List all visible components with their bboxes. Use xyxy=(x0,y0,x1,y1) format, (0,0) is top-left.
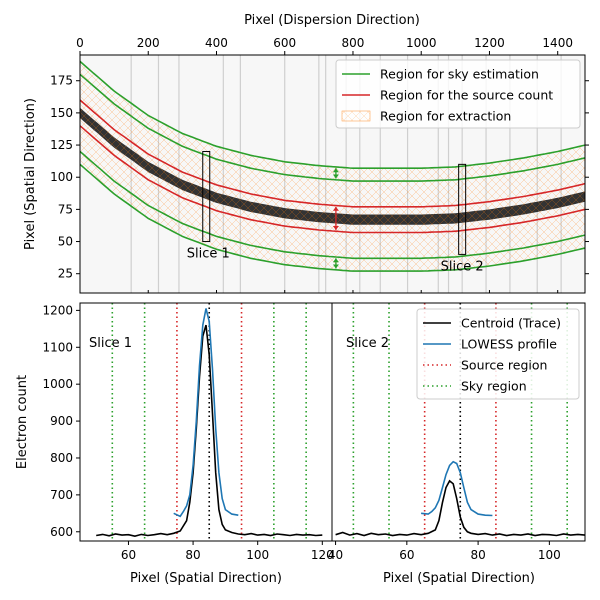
y-tick-label: 75 xyxy=(58,202,73,216)
slice-label-1: Slice 1 xyxy=(187,247,230,262)
source-region-curve xyxy=(80,99,585,208)
x-tick-label: 400 xyxy=(205,36,228,50)
top-plot-frame xyxy=(79,54,586,294)
source-arrow xyxy=(332,206,339,230)
slice1-annotation: Slice 1 xyxy=(89,336,132,351)
bl-y-ticks: 600 700 800 900 1000 1100 1200 xyxy=(42,303,80,539)
top-x-ticks: 0 200 400 600 800 1000 1200 1400 xyxy=(76,36,573,293)
x-tick-label: 100 xyxy=(538,548,561,562)
bl-plot-area xyxy=(80,303,332,541)
sky-region-curve xyxy=(80,73,585,182)
sky-lower-arrow xyxy=(332,258,339,269)
y-tick-label: 125 xyxy=(50,138,73,152)
y-tick-label: 700 xyxy=(50,488,73,502)
sky-upper-arrow xyxy=(332,168,339,179)
slice-box-1 xyxy=(202,150,211,243)
top-x-axis-label: Pixel (Dispersion Direction) xyxy=(244,13,420,28)
arrow-head xyxy=(332,258,339,263)
y-tick-label: 100 xyxy=(50,170,73,184)
br-x-axis-label: Pixel (Spatial Direction) xyxy=(383,571,535,586)
slice2-profile-panel: 40 60 80 100 Slice 2 Pixel (Spatial Directi… xyxy=(328,302,586,586)
legend-label: Region for extraction xyxy=(380,109,511,124)
bl-y-axis-label: Electron count xyxy=(15,375,30,469)
y-tick-label: 1100 xyxy=(42,340,73,354)
slice2-annotation: Slice 2 xyxy=(346,336,389,351)
br-x-ticks: 40 60 80 100 xyxy=(328,541,561,562)
legend-box xyxy=(416,308,580,400)
arrow-head xyxy=(332,168,339,173)
x-tick-label: 200 xyxy=(137,36,160,50)
x-tick-label: 80 xyxy=(470,548,485,562)
y-tick-label: 1000 xyxy=(42,377,73,391)
y-tick-label: 900 xyxy=(50,414,73,428)
lowess-profileline xyxy=(173,308,239,518)
lowess-profileline xyxy=(421,460,493,517)
y-tick-label: 150 xyxy=(50,106,73,120)
bottom-legend: Centroid (Trace) LOWESS profile Source reg… xyxy=(416,308,580,400)
centroid-trace-line xyxy=(335,479,585,537)
arrow-head xyxy=(332,264,339,269)
top-y-ticks: 25 50 75 100 125 150 175 xyxy=(50,74,589,281)
br-plot-frame xyxy=(331,302,586,542)
x-tick-label: 60 xyxy=(121,548,136,562)
legend-label: Source region xyxy=(461,358,547,373)
sky-region-curve xyxy=(80,163,585,272)
x-tick-label: 80 xyxy=(185,548,200,562)
y-tick-label: 800 xyxy=(50,451,73,465)
x-tick-label: 0 xyxy=(76,36,84,50)
bl-x-axis-label: Pixel (Spatial Direction) xyxy=(130,571,282,586)
x-tick-label: 1200 xyxy=(474,36,505,50)
y-tick-label: 25 xyxy=(58,267,73,281)
x-tick-label: 60 xyxy=(399,548,414,562)
x-tick-label: 600 xyxy=(273,36,296,50)
centroid-trace-line xyxy=(96,324,323,538)
x-tick-label: 120 xyxy=(311,548,334,562)
legend-swatch xyxy=(341,110,371,122)
x-tick-label: 1000 xyxy=(406,36,437,50)
x-tick-label: 40 xyxy=(328,548,343,562)
sky-region-curve xyxy=(80,150,585,260)
legend-label: Region for sky estimation xyxy=(380,67,539,82)
slice-label-2: Slice 2 xyxy=(441,259,484,274)
legend-box xyxy=(335,59,581,129)
legend-label: Region for the source count xyxy=(380,88,553,103)
slice-box-2 xyxy=(458,163,467,255)
x-tick-label: 800 xyxy=(342,36,365,50)
y-tick-label: 175 xyxy=(50,74,73,88)
x-tick-label: 1400 xyxy=(542,36,573,50)
bl-x-ticks: 60 80 100 120 xyxy=(121,541,334,562)
arrow-head xyxy=(332,174,339,179)
top-y-axis-label: Pixel (Spatial Direction) xyxy=(23,98,38,250)
y-tick-label: 1200 xyxy=(42,303,73,317)
y-tick-label: 600 xyxy=(50,525,73,539)
legend-label: Centroid (Trace) xyxy=(461,316,561,331)
arrow-head xyxy=(332,225,339,230)
arrow-head xyxy=(332,206,339,211)
x-tick-label: 100 xyxy=(246,548,269,562)
source-region-curve xyxy=(80,125,585,234)
top-legend: Region for sky estimation Region for the … xyxy=(335,59,581,129)
legend-label: Sky region xyxy=(461,379,527,394)
slice1-lines xyxy=(96,303,323,541)
slice2-lines xyxy=(335,303,585,541)
y-tick-label: 50 xyxy=(58,235,73,249)
legend-label: LOWESS profile xyxy=(461,337,557,352)
top-spectrum-panel: Slice 1 Slice 2 0 200 400 600 800 1000 1200 1400… xyxy=(23,13,589,294)
slice1-profile-panel: 60 80 100 120 600 700 800 900 1000 1100 1200 Slic… xyxy=(15,302,334,586)
slice-boxes: Slice 1 Slice 2 xyxy=(187,150,484,274)
sky-region-curve xyxy=(80,60,585,169)
